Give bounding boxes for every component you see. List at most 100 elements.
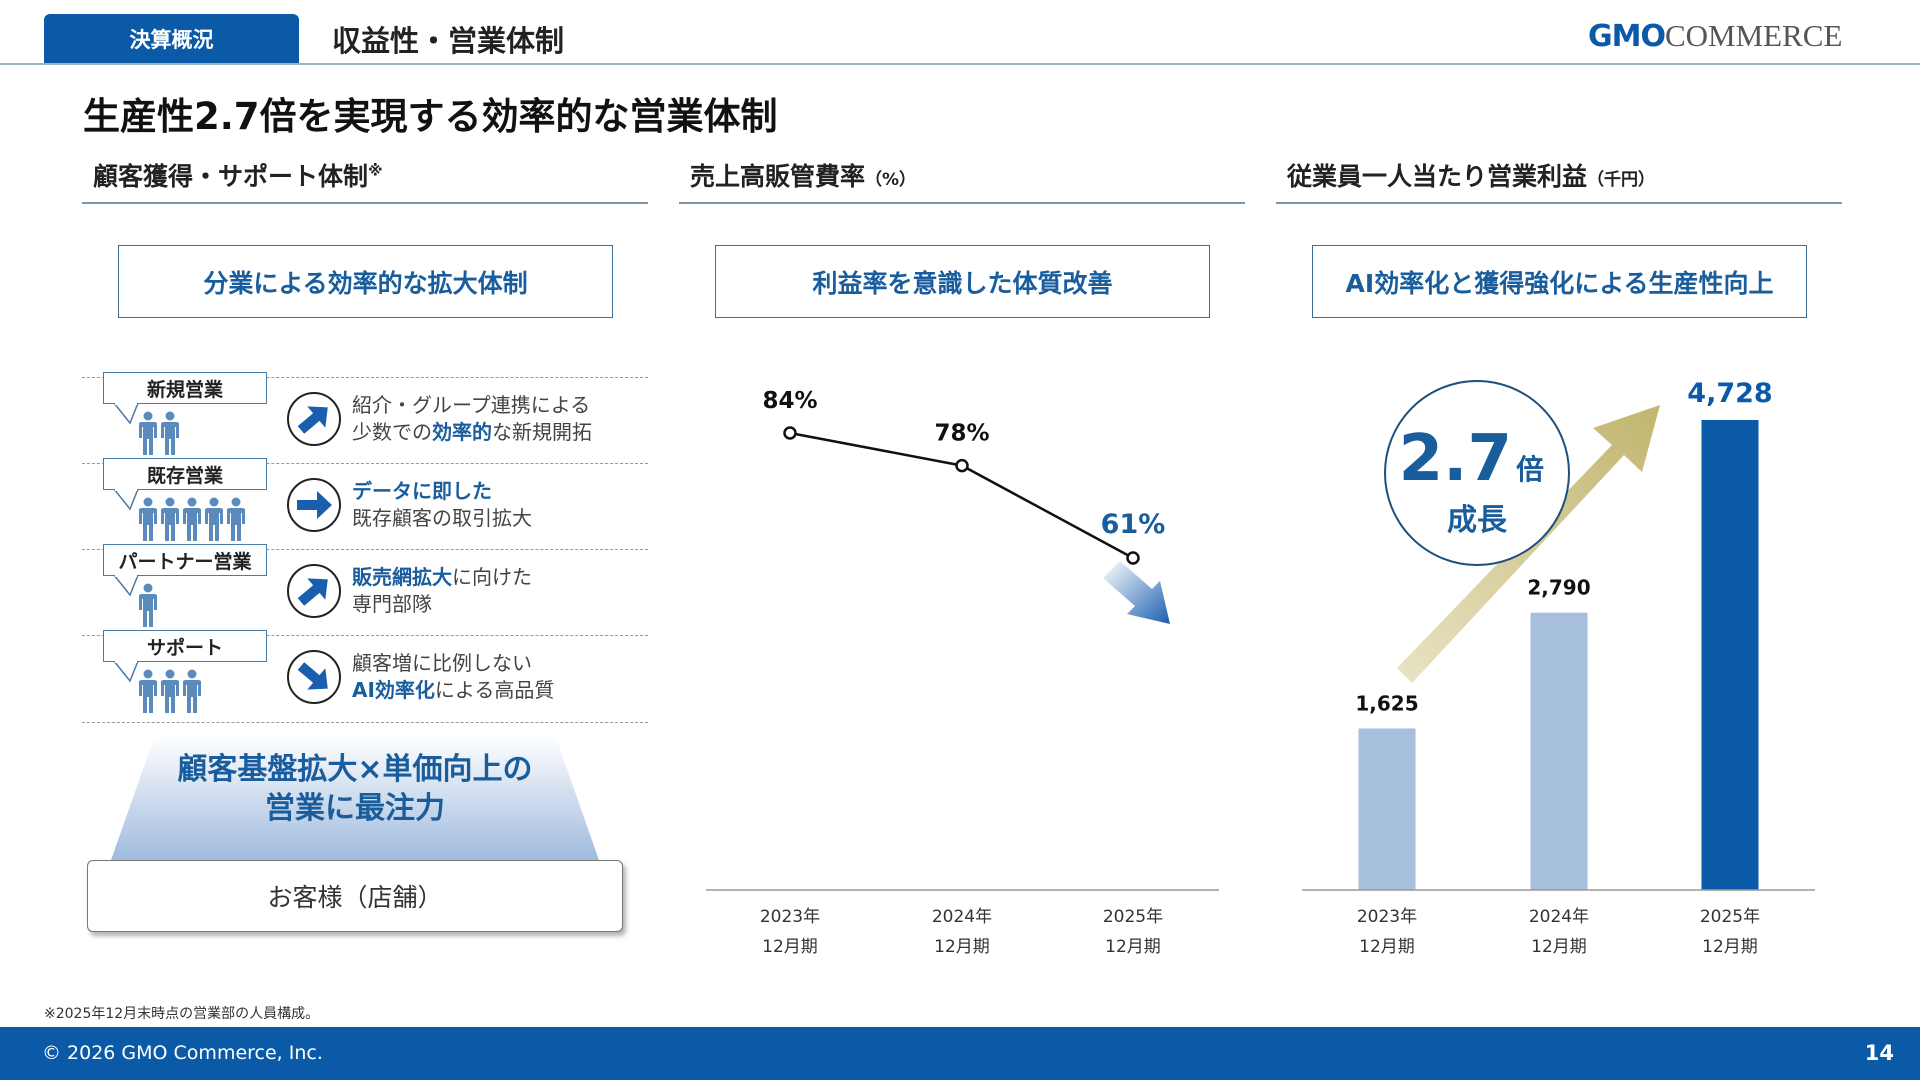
arrow-up-right-icon (287, 392, 341, 446)
description-segment: な新規開拓 (492, 420, 592, 444)
growth-badge (1384, 380, 1570, 566)
row-divider (82, 635, 648, 636)
logo-commerce: COMMERCE (1664, 18, 1843, 53)
x-tick-label: 12月期 (1531, 937, 1587, 957)
section-title-text: 顧客獲得・サポート体制 (93, 162, 369, 191)
charts-layer: 84% 2023年 12月期 78% 2024年 12月期 61% 2025年 12月期 1,6… (706, 378, 1815, 957)
description-segment: による高品質 (434, 678, 555, 702)
team-description: 顧客増に比例しない AI効率化による高品質 (352, 650, 554, 704)
growth-multiplier: 2.7 (1399, 422, 1512, 496)
row-divider (82, 549, 648, 550)
description-segment: 顧客増に比例しない (352, 651, 532, 675)
person-icon (138, 497, 158, 545)
team-description: 販売網拡大に向けた 専門部隊 (352, 564, 532, 618)
unit-label: （千円） (1587, 170, 1656, 190)
headline-box: AI効率化と獲得強化による生産性向上 (1312, 245, 1807, 318)
x-tick-label: 2023年 (1357, 907, 1417, 927)
description-segment: に向けた (452, 565, 532, 589)
growth-suffix: 倍 (1516, 453, 1544, 486)
focus-text: 顧客基盤拡大×単価向上の 営業に最注力 (110, 750, 600, 828)
data-point (955, 458, 969, 473)
section-title-text: 従業員一人当たり営業利益 (1287, 162, 1588, 191)
arrow-right-icon (287, 478, 341, 532)
description-segment: 効率的 (432, 420, 492, 444)
data-label: 84% (762, 388, 817, 414)
description-segment: データに即した (352, 479, 492, 503)
focus-line-1: 顧客基盤拡大×単価向上の (177, 752, 533, 787)
row-divider (82, 463, 648, 464)
data-label: 1,625 (1355, 691, 1418, 715)
bar (1358, 728, 1416, 890)
footnote: ※2025年12月末時点の営業部の人員構成。 (44, 1006, 320, 1022)
page-title: 生産性2.7倍を実現する効率的な営業体制 (83, 95, 778, 138)
team-people (138, 497, 246, 545)
team-label: 既存営業 (103, 458, 267, 490)
x-tick-label: 12月期 (762, 937, 818, 957)
person-icon (160, 669, 180, 717)
team-label: 新規営業 (103, 372, 267, 404)
header-divider (0, 63, 1920, 65)
person-icon (160, 497, 180, 545)
data-label: 4,728 (1687, 378, 1772, 409)
section-underline (679, 202, 1245, 204)
x-tick-label: 12月期 (1105, 937, 1161, 957)
series-line (789, 431, 1134, 560)
x-tick-label: 12月期 (1359, 937, 1415, 957)
x-tick-label: 2024年 (1529, 907, 1589, 927)
x-tick-label: 2025年 (1103, 907, 1163, 927)
x-tick-label: 2025年 (1700, 907, 1760, 927)
section-underline (82, 202, 648, 204)
down-trend-arrow (1103, 561, 1170, 624)
headline-box: 利益率を意識した体質改善 (715, 245, 1210, 318)
team-label: サポート (103, 630, 267, 662)
logo-gmo: GMO (1588, 19, 1666, 54)
bar (1530, 612, 1588, 890)
person-icon (204, 497, 224, 545)
row-divider (82, 377, 648, 378)
x-tick-label: 2023年 (760, 907, 820, 927)
x-tick-label: 2024年 (932, 907, 992, 927)
speech-tail (113, 403, 139, 425)
data-point (783, 426, 797, 440)
sga-ratio-chart: 84% 2023年 12月期 78% 2024年 12月期 61% 2025年 12月期 (706, 388, 1219, 957)
data-label: 61% (1101, 509, 1166, 540)
focus-line-2: 営業に最注力 (265, 791, 445, 826)
copyright: © 2026 GMO Commerce, Inc. (42, 1042, 323, 1064)
data-point (1126, 551, 1140, 565)
profit-per-employee-chart: 1,625 2023年 12月期 2,790 2024年 12月期 4,728 2025年 12… (1302, 378, 1815, 957)
person-icon (138, 669, 158, 717)
person-icon (182, 669, 202, 717)
growth-text: 成長 (1447, 503, 1508, 538)
customer-box: お客様（店舗） (87, 860, 623, 932)
speech-tail (113, 489, 139, 511)
headline-box: 分業による効率的な拡大体制 (118, 245, 613, 318)
data-label: 78% (934, 421, 989, 447)
arrow-up-right-icon (287, 564, 341, 618)
data-label: 2,790 (1527, 576, 1590, 600)
focus-trapezoid (110, 735, 600, 863)
x-tick-label: 12月期 (934, 937, 990, 957)
person-icon (182, 497, 202, 545)
description-segment: 専門部隊 (352, 592, 432, 616)
footer: © 2026 GMO Commerce, Inc. 14 (0, 1027, 1920, 1080)
section-title-profit-per-employee: 従業員一人当たり営業利益（千円） (1287, 157, 1655, 193)
arrow-down-right-icon (287, 650, 341, 704)
row-divider (82, 722, 648, 723)
team-description: データに即した既存顧客の取引拡大 (352, 478, 532, 532)
header-title: 収益性・営業体制 (332, 24, 565, 58)
team-people (138, 583, 158, 631)
description-segment: 既存顧客の取引拡大 (352, 506, 532, 530)
company-logo: GMOCOMMERCE (1588, 18, 1842, 54)
section-title-sga-ratio: 売上高販管費率（%） (690, 157, 916, 193)
team-people (138, 411, 180, 459)
section-tab: 決算概況 (44, 14, 299, 64)
description-segment: 販売網拡大 (352, 565, 452, 589)
person-icon (138, 411, 158, 459)
section-title-sales-structure: 顧客獲得・サポート体制※ (93, 157, 383, 193)
section-underline (1276, 202, 1842, 204)
person-icon (226, 497, 246, 545)
footnote-mark: ※ (368, 161, 383, 180)
team-people (138, 669, 202, 717)
speech-tail (113, 575, 139, 597)
description-segment: 紹介・グループ連携による (352, 393, 591, 417)
